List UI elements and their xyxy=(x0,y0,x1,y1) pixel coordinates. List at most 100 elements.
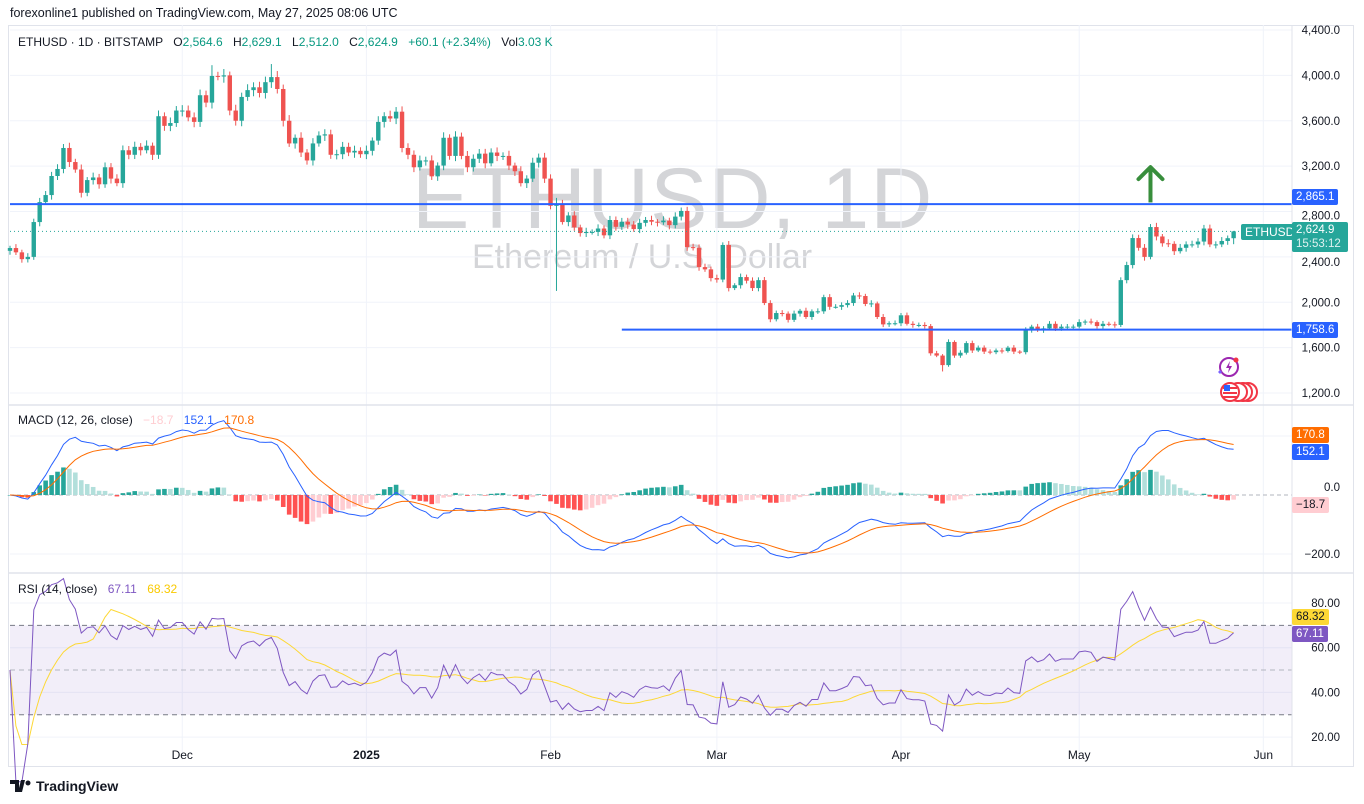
macd-histogram-bar xyxy=(1130,471,1135,495)
time-axis-label: Apr xyxy=(892,748,911,762)
candle-body xyxy=(1035,326,1040,331)
candle-body xyxy=(1059,326,1064,329)
candle xyxy=(310,138,316,166)
macd-histogram-bar xyxy=(429,495,435,505)
candle xyxy=(1065,323,1070,329)
symbol-title[interactable]: ETHUSD · 1D · BITSTAMP xyxy=(18,35,163,49)
macd-histogram-bar xyxy=(595,495,601,506)
macd-histogram-bar xyxy=(667,487,672,495)
rsi-title[interactable]: RSI (14, close) xyxy=(18,582,98,596)
macd-histogram-bar xyxy=(221,487,227,495)
macd-histogram-bar xyxy=(370,495,375,500)
macd-histogram-bar xyxy=(714,495,720,506)
candle-body xyxy=(750,280,755,289)
candle-body xyxy=(1094,322,1100,327)
macd-title[interactable]: MACD (12, 26, close) xyxy=(18,413,133,427)
macd-histogram-bar xyxy=(423,495,429,502)
lightning-icon[interactable] xyxy=(1218,357,1239,377)
macd-histogram-bar xyxy=(572,495,577,510)
macd-histogram-bar xyxy=(96,490,102,495)
rsi-legend[interactable]: RSI (14, close) 67.11 68.32 xyxy=(18,582,177,596)
price-axis-label: 1,600.0 xyxy=(1302,343,1340,355)
candle xyxy=(655,219,660,227)
macd-histogram-bar xyxy=(589,495,595,508)
candle-body xyxy=(340,146,345,155)
candle xyxy=(286,115,292,147)
tradingview-logo[interactable]: TradingView xyxy=(10,778,118,794)
candle-body xyxy=(138,146,143,151)
symbol-legend[interactable]: ETHUSD · 1D · BITSTAMP O2,564.6 H2,629.1… xyxy=(18,35,553,49)
candle xyxy=(1148,224,1153,260)
candle xyxy=(578,224,583,237)
candle-body xyxy=(387,116,393,119)
candle-body xyxy=(1100,323,1106,327)
candle-body xyxy=(827,297,832,307)
candle xyxy=(85,177,90,197)
candle-body xyxy=(904,315,910,324)
candle xyxy=(803,307,809,319)
candle xyxy=(67,142,72,167)
candle xyxy=(827,294,832,310)
candle-body xyxy=(233,110,238,121)
candle xyxy=(132,141,137,160)
candle-body xyxy=(815,311,821,313)
macd-histogram-bar xyxy=(55,471,60,495)
candle xyxy=(465,150,470,173)
macd-histogram-bar xyxy=(601,495,607,504)
macd-histogram-bar xyxy=(310,495,316,522)
macd-histogram-bar xyxy=(209,488,215,495)
macd-histogram-bar xyxy=(821,487,827,495)
hline-price-label: 2,865.1 xyxy=(1292,189,1339,205)
candle xyxy=(316,131,322,147)
us-flag-events-icon[interactable] xyxy=(1220,382,1258,402)
macd-legend[interactable]: MACD (12, 26, close) −18.7 152.1 170.8 xyxy=(18,413,254,427)
candle-body xyxy=(203,95,209,103)
candle-body xyxy=(7,248,13,251)
candle xyxy=(203,90,209,108)
candle xyxy=(334,149,339,160)
macd-histogram-bar xyxy=(803,495,809,496)
macd-histogram-bar xyxy=(156,489,161,495)
macd-histogram-bar xyxy=(453,492,458,495)
macd-histogram-bar xyxy=(1082,486,1088,495)
candle xyxy=(1100,320,1106,329)
candle-body xyxy=(1077,322,1082,327)
candle xyxy=(191,112,197,128)
macd-histogram-bar xyxy=(168,488,173,495)
candle-body xyxy=(1017,351,1022,353)
candle-body xyxy=(25,256,31,260)
candle xyxy=(815,308,821,314)
candle xyxy=(96,173,102,189)
macd-histogram-bar xyxy=(399,489,405,495)
candle-body xyxy=(55,168,60,176)
candle-body xyxy=(1183,244,1189,248)
price-axis-label: 3,600.0 xyxy=(1302,116,1340,128)
candle-body xyxy=(31,222,36,257)
candle xyxy=(376,116,381,145)
candle xyxy=(791,310,797,322)
candle-body xyxy=(1166,243,1171,245)
candle xyxy=(1130,234,1135,269)
candle xyxy=(762,277,767,306)
candle-body xyxy=(548,178,553,206)
candle xyxy=(174,106,179,127)
macd-histogram-bar xyxy=(964,495,969,497)
macd-histogram-bar xyxy=(607,495,613,500)
macd-histogram-bar xyxy=(334,495,339,513)
macd-histogram-bar xyxy=(465,495,470,496)
candle-body xyxy=(803,310,809,318)
candle xyxy=(785,311,791,323)
macd-histogram-bar xyxy=(542,495,547,496)
candle xyxy=(168,117,173,132)
candle xyxy=(61,144,66,174)
macd-signal-axis-label: 170.8 xyxy=(1292,427,1329,443)
macd-histogram-bar xyxy=(625,492,631,495)
candle-body xyxy=(1195,241,1201,245)
macd-histogram-bar xyxy=(773,495,779,503)
candle-body xyxy=(981,347,987,352)
candle xyxy=(892,320,898,326)
macd-histogram-bar xyxy=(132,491,138,495)
candle-body xyxy=(411,154,417,168)
macd-histogram-bar xyxy=(298,495,304,522)
